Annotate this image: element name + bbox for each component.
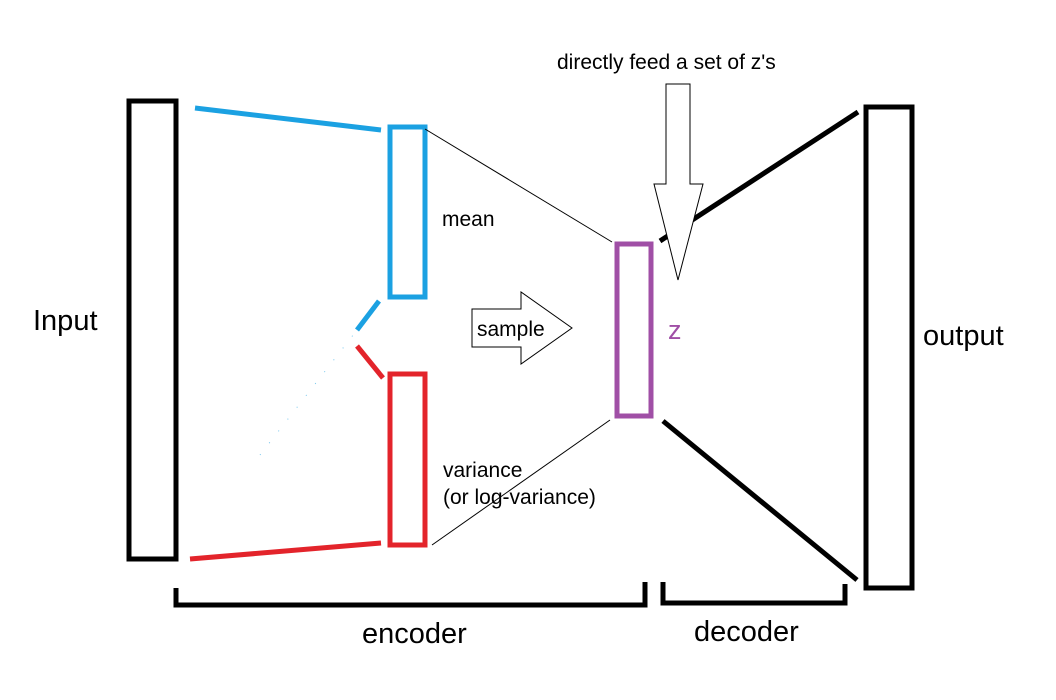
feed-arrow-icon — [653, 83, 704, 281]
feed-label: directly feed a set of z's — [557, 51, 776, 74]
encoder-label: encoder — [362, 618, 467, 650]
sample-arrow-icon — [471, 291, 573, 365]
mean-block — [387, 124, 428, 300]
input-label: Input — [33, 305, 98, 337]
decoder-bracket — [660, 582, 848, 606]
sample-label: sample — [477, 318, 545, 341]
input-to-mean-bottom-line — [355, 299, 381, 332]
input-block — [126, 98, 179, 562]
output-label: output — [923, 320, 1004, 352]
variance-block — [387, 371, 428, 548]
decoder-label: decoder — [694, 616, 799, 648]
mean-label: mean — [442, 208, 495, 231]
input-to-variance-top-line — [355, 344, 385, 380]
variance-label: variance — [443, 459, 522, 482]
input-to-variance-bottom-line — [189, 540, 382, 562]
output-block — [863, 104, 915, 591]
input-to-mean-top-line — [194, 105, 382, 133]
latent-z-block — [614, 241, 654, 419]
variance-to-z-line — [431, 419, 611, 546]
z-label: z — [668, 315, 682, 345]
z-to-output-bottom-line — [661, 419, 859, 582]
mean-to-z-line — [424, 128, 613, 243]
input-to-mean-faint-line — [259, 329, 358, 456]
variance-sublabel: (or log-variance) — [443, 486, 596, 509]
encoder-bracket — [173, 582, 648, 608]
